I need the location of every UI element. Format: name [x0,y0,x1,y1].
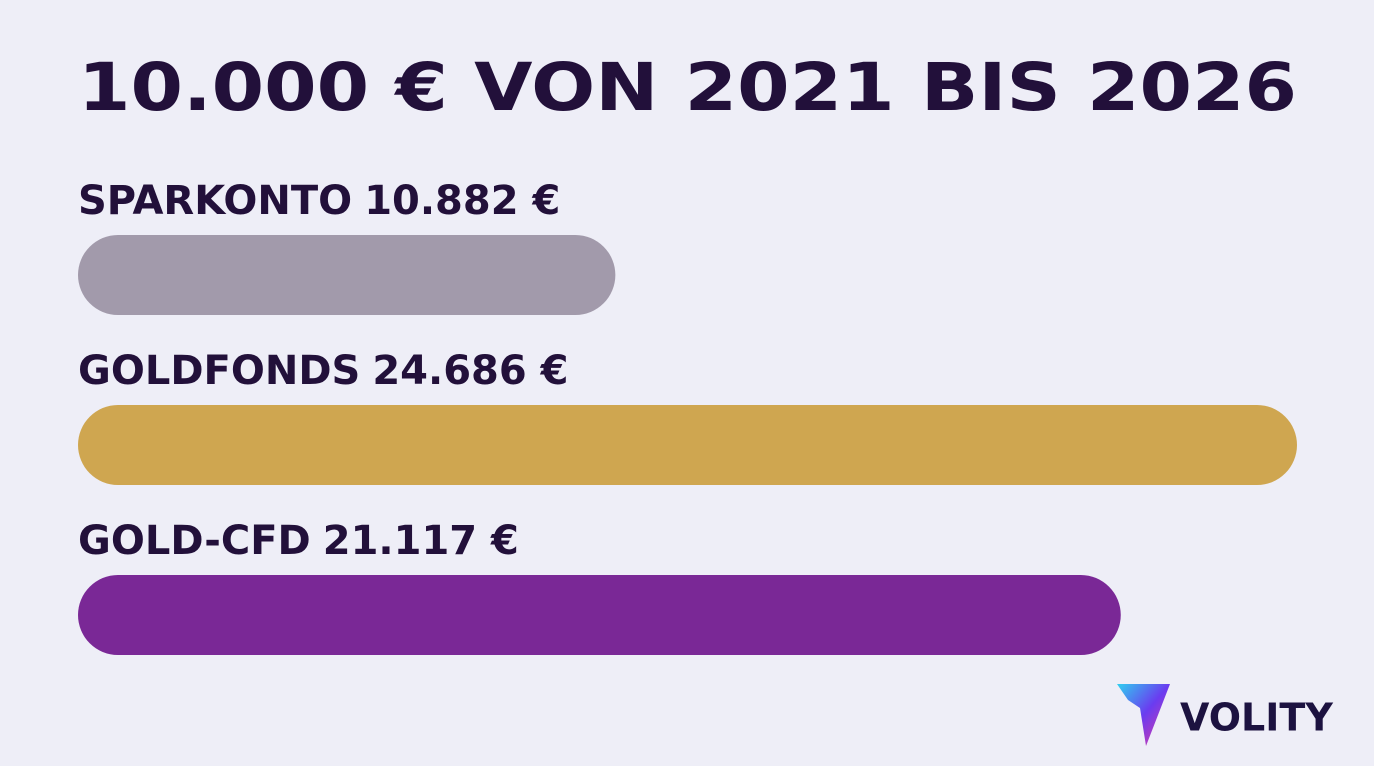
bar [78,575,1121,655]
logo-text: VOLITY [1180,696,1333,740]
logo-icon [1117,684,1170,746]
value-label: 24.686 € [372,348,568,394]
category-label: SPARKONTO [78,178,352,224]
category-label: GOLDFONDS [78,348,360,394]
bar [78,405,1297,485]
category-label: GOLD-CFD [78,518,311,564]
bar [78,235,616,315]
bar-label: SPARKONTO 10.882 € [78,178,560,224]
value-label: 10.882 € [364,178,560,224]
bar-label: GOLD-CFD 21.117 € [78,518,519,564]
logo: VOLITY [1117,684,1333,746]
bar-group: SPARKONTO 10.882 € GOLDFONDS 24.686 € GOLD-C… [78,178,1297,655]
bar-label: GOLDFONDS 24.686 € [78,348,568,394]
chart-title: 10.000 € VON 2021 BIS 2026 [78,49,1297,126]
value-label: 21.117 € [323,518,519,564]
